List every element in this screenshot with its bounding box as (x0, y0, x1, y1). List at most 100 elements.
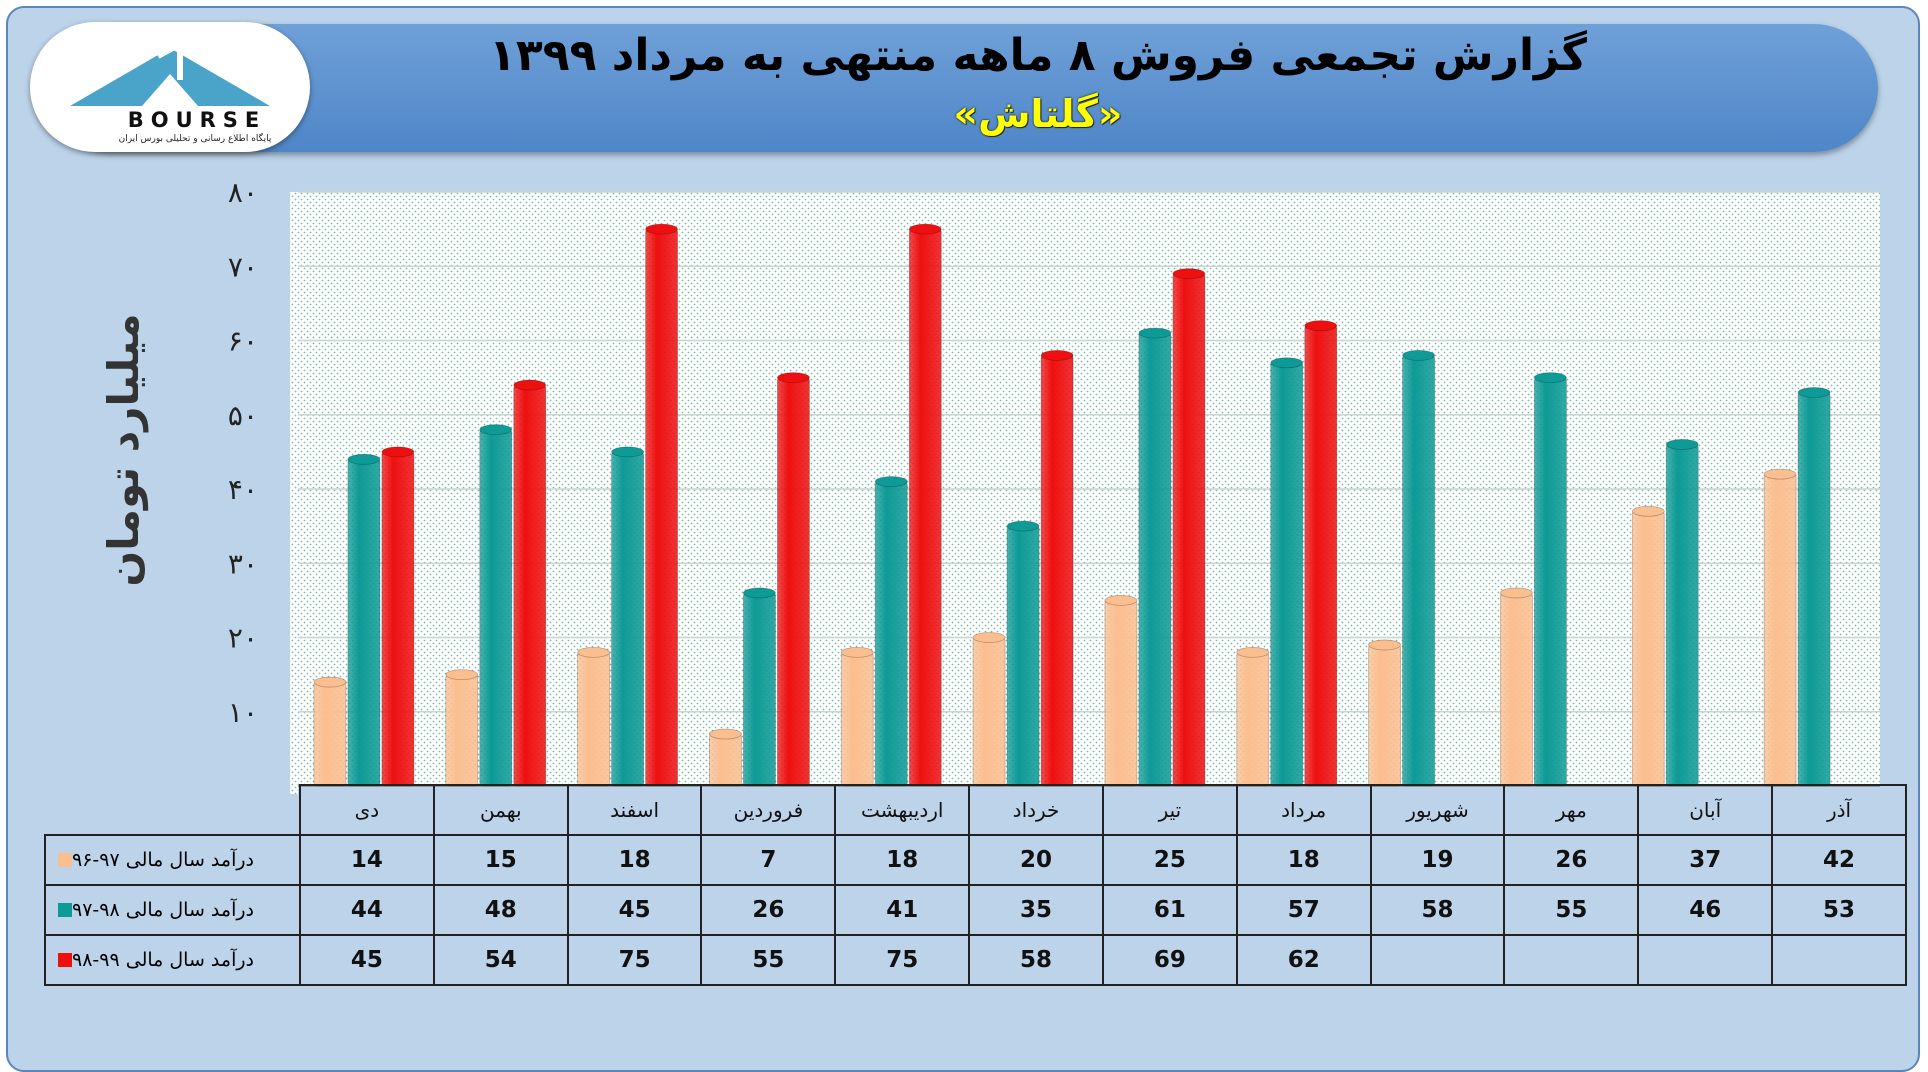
category-label: مهر (1503, 784, 1640, 836)
data-label: 20 (968, 834, 1104, 886)
y-tick-label: ۱۰ (228, 696, 258, 729)
category-label: آبان (1637, 784, 1774, 836)
data-label: 18 (566, 834, 703, 886)
grid-lines (298, 191, 1880, 787)
bar-cap-s2-10 (1665, 439, 1699, 450)
category-label: مرداد (1235, 784, 1372, 836)
bar-cap-s3-2 (645, 223, 678, 235)
bar-cap-s1-4 (840, 646, 874, 658)
data-label: 18 (834, 834, 971, 886)
data-label: 26 (1503, 834, 1640, 886)
bar-cap-s2-4 (874, 476, 908, 487)
y-tick-label: ۲۰ (228, 622, 258, 655)
bar-cap-s2-3 (743, 587, 776, 599)
logo-mark-icon (70, 38, 270, 106)
y-tick-label: ۶۰ (228, 325, 258, 358)
legend-entry: درآمد سال مالی ۹۹-۹۸ (44, 934, 301, 986)
header-banner (48, 24, 1878, 152)
bar-cap-s3-3 (777, 372, 810, 384)
category-label: اردیبهشت (834, 784, 971, 836)
table-corner (45, 785, 300, 835)
bar-cap-s2-9 (1534, 372, 1567, 384)
data-label: 18 (1235, 834, 1372, 886)
bar-s2-8 (1402, 354, 1435, 787)
bar-s3-5 (1040, 354, 1074, 787)
data-label: 41 (834, 884, 971, 936)
data-label: 15 (432, 834, 569, 886)
data-label: 62 (1235, 934, 1372, 986)
data-label: 58 (968, 934, 1104, 986)
bar-s2-11 (1797, 392, 1831, 787)
y-tick-label: ۳۰ (228, 547, 258, 580)
data-label: 55 (700, 934, 837, 986)
data-label: 44 (299, 884, 435, 936)
bar-s3-6 (1172, 273, 1206, 787)
bar-cap-s1-9 (1500, 587, 1533, 599)
y-tick-label: ۴۰ (228, 473, 258, 506)
bar-cap-s2-0 (347, 453, 381, 465)
bar-s1-0 (313, 681, 347, 787)
bar-cap-s3-4 (908, 223, 942, 235)
data-label: 25 (1101, 834, 1238, 886)
data-label: 45 (566, 884, 703, 936)
bar-cap-s2-7 (1270, 357, 1304, 369)
bar-cap-s2-1 (479, 424, 513, 436)
data-label: 42 (1771, 834, 1907, 886)
data-label: 45 (299, 934, 435, 986)
data-label: 58 (1369, 884, 1506, 936)
category-label: اسفند (566, 784, 703, 836)
bar-s3-2 (645, 228, 678, 787)
legend-swatch-icon (58, 903, 72, 918)
bar-s2-3 (743, 592, 776, 787)
category-label: تیر (1101, 784, 1238, 836)
bar-cap-s2-11 (1797, 387, 1831, 398)
legend-entry: درآمد سال مالی ۹۸-۹۷ (44, 884, 301, 936)
y-tick-label: ۷۰ (228, 250, 258, 283)
bar-s1-3 (709, 733, 742, 787)
chart-title: گزارش تجمعی فروش ۸ ماهه منتهی به مرداد ۱… (489, 30, 1587, 81)
bar-s1-6 (1104, 599, 1138, 787)
data-label: 26 (700, 884, 837, 936)
data-label: 75 (834, 934, 971, 986)
data-label: 69 (1101, 934, 1238, 986)
data-label: 46 (1637, 884, 1774, 936)
bar-s2-9 (1534, 377, 1567, 787)
legend-label: درآمد سال مالی ۹۸-۹۷ (72, 899, 254, 922)
bar-cap-s3-6 (1172, 268, 1206, 280)
bar-s2-0 (347, 458, 381, 787)
bar-s1-5 (972, 637, 1006, 787)
plot-side-wall (290, 192, 298, 794)
bar-cap-s3-5 (1040, 349, 1074, 361)
bar-s3-3 (777, 377, 810, 787)
legend-swatch-icon (58, 953, 72, 968)
data-label: 19 (1369, 834, 1506, 886)
data-label: 57 (1235, 884, 1372, 936)
bar-cap-s2-5 (1006, 520, 1040, 532)
bar-s2-10 (1665, 444, 1699, 787)
bar-cap-s1-2 (577, 646, 610, 658)
bar-cap-s2-2 (611, 446, 644, 458)
legend-entry: درآمد سال مالی ۹۷-۹۶ (44, 834, 301, 886)
legend-swatch-icon (58, 853, 72, 868)
data-label (1369, 934, 1506, 986)
category-label: بهمن (432, 784, 569, 836)
bar-s1-7 (1236, 651, 1270, 787)
bar-cap-s3-0 (381, 446, 415, 458)
data-label: 7 (700, 834, 837, 886)
bar-cap-s1-3 (709, 728, 742, 740)
table-row: درآمد سال مالی ۹۹-۹۸ 45 54 75 55 75 58 69 62 (44, 934, 1907, 986)
y-tick-label: ۵۰ (228, 399, 258, 432)
data-label: 55 (1503, 884, 1640, 936)
category-label: خرداد (968, 784, 1104, 836)
bar-cap-s1-10 (1631, 505, 1665, 517)
bar-s2-5 (1006, 525, 1040, 787)
bar-s1-4 (840, 651, 874, 787)
bar-s1-8 (1368, 644, 1401, 787)
bars-group (313, 223, 1831, 787)
y-axis-label: میلیارد تومان (99, 313, 149, 586)
bar-s2-7 (1270, 362, 1304, 787)
category-label: شهریور (1369, 784, 1506, 836)
bar-s1-10 (1631, 510, 1665, 787)
y-axis-ticks: ۱۰ ۲۰ ۳۰ ۴۰ ۵۰ ۶۰ ۷۰ ۸۰ (228, 176, 258, 729)
